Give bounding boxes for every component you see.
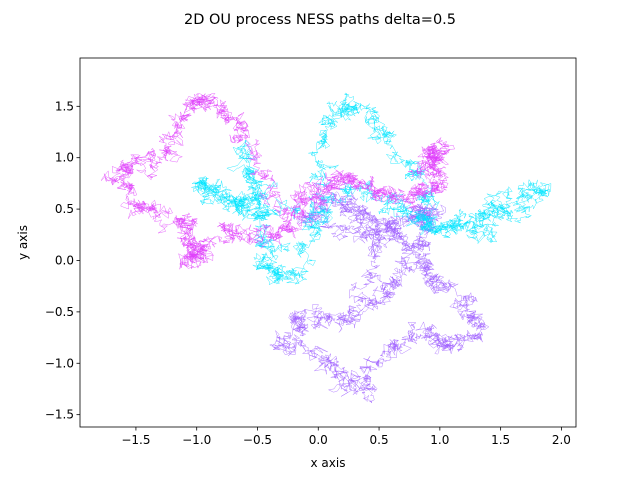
x-axis-label: x axis (311, 456, 346, 470)
x-tick-label: 1.5 (491, 433, 510, 447)
path-series-1 (269, 191, 490, 404)
y-tick-label: 0.5 (55, 202, 74, 216)
x-tick-label: −0.5 (243, 433, 272, 447)
plot-frame (79, 57, 577, 428)
x-tick-label: −1.0 (182, 433, 211, 447)
path-series-3 (101, 92, 455, 270)
x-tick-label: 2.0 (552, 433, 571, 447)
chart-title: 2D OU process NESS paths delta=0.5 (184, 12, 456, 28)
x-tick-label: −1.5 (121, 433, 150, 447)
x-tick-label: 0.0 (309, 433, 328, 447)
y-axis: −1.5 −1.0 −0.5 0.0 0.5 1.0 1.5 (45, 99, 80, 422)
paths-layer (101, 92, 552, 404)
y-tick-label: −0.5 (45, 305, 74, 319)
y-tick-label: 1.5 (55, 99, 74, 113)
y-tick-label: −1.0 (45, 356, 74, 370)
y-tick-label: −1.5 (45, 408, 74, 422)
x-tick-label: 1.0 (430, 433, 449, 447)
y-tick-label: 1.0 (55, 151, 74, 165)
y-axis-label: y axis (16, 225, 30, 260)
x-tick-label: 0.5 (370, 433, 389, 447)
y-tick-label: 0.0 (55, 253, 74, 267)
x-axis: −1.5 −1.0 −0.5 0.0 0.5 1.0 1.5 2.0 (121, 427, 571, 447)
path-series-2 (191, 92, 552, 285)
